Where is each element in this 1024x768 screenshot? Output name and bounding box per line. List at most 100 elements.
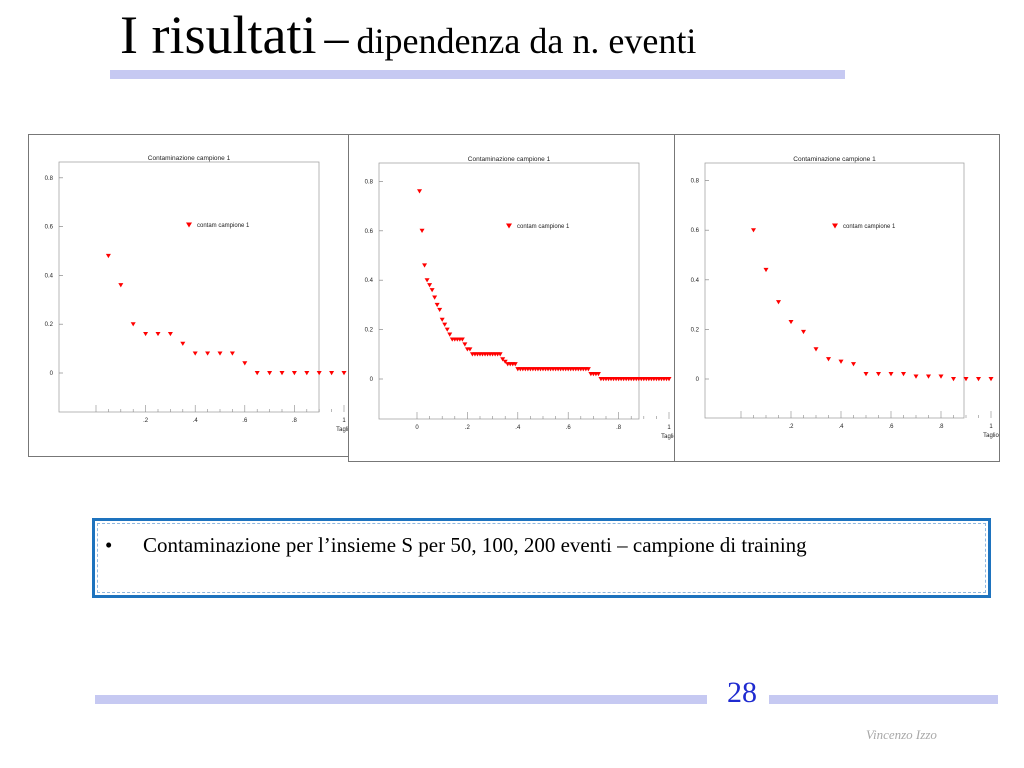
- title-underline-bar: [110, 70, 845, 79]
- x-tick-label: .6: [242, 418, 248, 424]
- data-point: [447, 332, 453, 337]
- legend-label: contam campione 1: [517, 224, 570, 230]
- slide-title: I risultati – dipendenza da n. eventi: [120, 4, 696, 66]
- author-name: Vincenzo Izzo: [866, 727, 937, 742]
- data-point: [217, 351, 223, 356]
- data-point: [951, 377, 956, 382]
- y-tick-label: 0.6: [691, 228, 700, 234]
- data-point: [963, 377, 969, 382]
- data-point: [462, 342, 468, 347]
- data-point: [926, 374, 931, 379]
- x-tick-label: .8: [938, 424, 944, 430]
- x-tick-label: .4: [838, 424, 844, 430]
- data-point: [419, 228, 425, 233]
- data-point: [291, 371, 297, 376]
- y-tick-label: 0.6: [45, 225, 54, 231]
- x-tick-label: .4: [515, 425, 521, 431]
- data-point: [105, 253, 111, 259]
- data-point: [130, 322, 136, 327]
- data-point: [437, 307, 443, 313]
- page-number: 28: [727, 676, 757, 709]
- data-point: [422, 263, 428, 268]
- data-point: [424, 278, 430, 283]
- data-point: [434, 302, 440, 308]
- data-point: [751, 228, 756, 233]
- data-point: [316, 371, 322, 376]
- y-tick-label: 1: [370, 135, 374, 136]
- y-tick-label: 0.6: [365, 229, 374, 235]
- x-tick-label: .6: [566, 425, 572, 431]
- x-tick-label: .4: [193, 418, 199, 424]
- chart-panel-1: Contaminazione campione 1 0 0.2 0.4 0.6 0.8 1.…: [28, 134, 350, 457]
- y-tick-label: 0.4: [365, 278, 374, 284]
- data-point: [459, 337, 465, 342]
- data-point: [776, 300, 781, 305]
- x-tick-label: .2: [143, 418, 149, 424]
- x-tick-label: 1: [989, 424, 993, 430]
- data-point: [229, 351, 235, 356]
- data-point: [192, 351, 198, 356]
- data-point: [304, 371, 310, 376]
- data-point: [851, 362, 856, 367]
- legend-label: contam campione 1: [843, 224, 896, 230]
- data-point: [417, 189, 423, 194]
- plot-frame: [704, 162, 965, 419]
- data-point: [442, 322, 448, 327]
- data-point: [432, 295, 438, 300]
- data-point: [788, 319, 794, 325]
- chart-title: Contaminazione campione 1: [468, 156, 551, 163]
- data-point: [666, 377, 672, 382]
- data-point: [813, 347, 819, 352]
- y-tick-label: 0.2: [691, 327, 700, 333]
- x-tick-label: .2: [465, 425, 471, 431]
- x-tick-label: .8: [616, 425, 622, 431]
- y-tick-label: 0: [50, 371, 54, 377]
- legend-marker: [506, 223, 512, 229]
- data-point: [279, 371, 285, 376]
- footer-bar-left: [95, 695, 707, 704]
- data-point: [180, 341, 186, 346]
- data-point: [595, 372, 601, 377]
- y-tick-label: 0.8: [691, 179, 700, 185]
- data-point: [826, 357, 831, 362]
- x-axis-label: Taglio: [336, 427, 349, 433]
- footer-bar-right: [769, 695, 998, 704]
- data-point: [143, 331, 149, 337]
- title-main: I risultati: [120, 5, 317, 65]
- chart-title: Contaminazione campione 1: [148, 155, 231, 162]
- y-tick-label: 0.2: [45, 322, 54, 328]
- data-point: [427, 283, 433, 288]
- data-point: [118, 283, 124, 288]
- chart-panel-2: Contaminazione campione 100.20.40.60.810…: [348, 134, 676, 462]
- x-tick-label: .6: [888, 424, 894, 430]
- x-tick-label: .2: [788, 424, 794, 430]
- data-point: [863, 372, 869, 377]
- data-point: [976, 377, 981, 382]
- x-axis-label: Taglio: [661, 434, 675, 440]
- y-tick-label: 0.8: [365, 179, 374, 185]
- y-tick-label: 0: [696, 377, 700, 383]
- data-point: [876, 372, 881, 377]
- caption-text: Contaminazione per l’insieme S per 50, 1…: [143, 533, 807, 557]
- legend-marker: [832, 223, 838, 229]
- data-point: [901, 372, 906, 377]
- x-tick-label: 1: [667, 425, 671, 431]
- title-subtitle: dipendenza da n. eventi: [356, 21, 697, 61]
- data-point: [500, 357, 506, 362]
- data-point: [329, 371, 335, 376]
- data-point: [254, 371, 260, 376]
- caption-bullet: •: [105, 533, 113, 557]
- plot-frame: [378, 162, 640, 420]
- x-tick-label: 0: [415, 425, 419, 431]
- data-point: [267, 371, 273, 376]
- data-point: [502, 359, 508, 364]
- caption-inner-border: [97, 523, 986, 593]
- data-point: [444, 327, 450, 332]
- plot-frame: [58, 161, 320, 413]
- data-point: [888, 372, 894, 377]
- data-point: [838, 359, 844, 364]
- x-tick-label: .8: [292, 418, 298, 424]
- data-point: [801, 329, 806, 335]
- data-point: [439, 317, 445, 322]
- data-point: [988, 377, 994, 382]
